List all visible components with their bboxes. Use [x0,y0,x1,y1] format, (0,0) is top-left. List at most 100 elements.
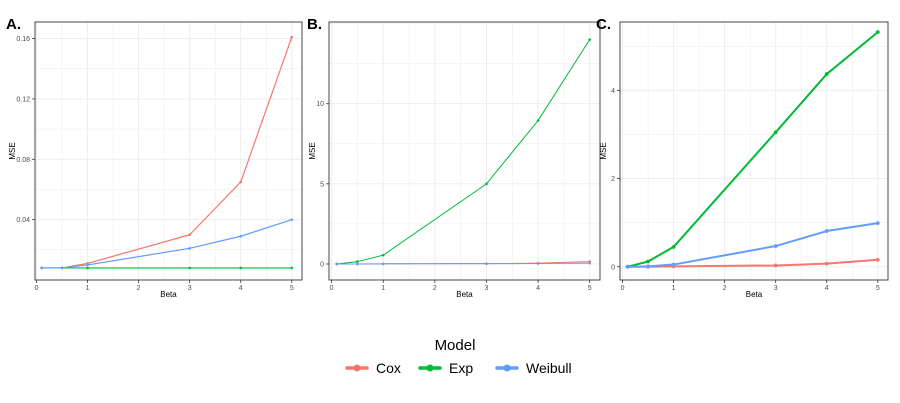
panel-a-y-tick-label: 0.16 [16,36,30,43]
panel-b-series-weibull-line [336,262,591,265]
panel-a-border [34,21,303,281]
legend-title: Model [435,337,476,354]
panel-c-x-tick-label: 1 [672,285,676,292]
panel-c-series-exp-line [626,31,879,268]
panel-b-series-exp-point [381,253,385,257]
legend-item-weibull: Weibull [495,360,572,376]
panel-b-x-tick-label: 3 [484,285,488,292]
panel-c-y-tick-label: 4 [611,88,615,95]
panel-a-series-cox-point [290,35,294,39]
panel-c-series-exp-point [875,30,880,35]
panel-a-series-exp-point [239,266,243,270]
panel-c-series-weibull-line [626,222,879,268]
panel-c-x-axis-title: Beta [746,290,763,299]
panel-b-y-tick-label: 5 [320,181,324,188]
panel-a-series-weibull-point [188,247,191,250]
panel-b-series-weibull-point [335,262,339,266]
panel-a-y-tick-label: 0.08 [16,157,30,164]
legend-key-point-exp [426,364,434,372]
panel-a-series-exp-point [86,266,89,270]
panel-b-series-exp-line [336,39,591,265]
panel-b-series-weibull-point [356,262,359,266]
panel-a-letter: A. [6,16,21,33]
panel-b-x-tick-label: 5 [588,285,592,292]
panel-c-series-exp-point [773,130,778,135]
panel-a: A. 0 1 2 3 4 5 0.04 0.08 0.12 0.16 Beta MSE [6,16,303,299]
panel-a-series-exp-point [188,266,191,270]
legend-label-exp: Exp [449,360,473,376]
panel-b-series-exp-point [588,38,591,41]
legend-label-cox: Cox [376,360,401,376]
legend-item-exp: Exp [418,360,473,376]
panel-b: B. 0 1 2 3 4 5 0 5 10 Beta MSE [307,16,601,299]
panel-a-series-weibull-point [290,218,294,221]
panel-b-x-tick-label: 0 [330,285,334,292]
panel-b-series-weibull-point [536,262,540,265]
panel-b-series-exp-point [356,260,359,263]
legend: Model Cox Exp Weibull [345,337,572,376]
panel-c-border [619,21,889,281]
panel-a-series-weibull-line [41,219,293,269]
panel-a-series-cox-point [239,180,243,184]
legend-key-point-cox [353,364,361,372]
panel-c-series-weibull-point [773,244,778,248]
panel-c-x-tick-label: 4 [825,285,829,292]
panel-b-x-tick-label: 2 [433,285,437,292]
panel-c-series-weibull-point [875,221,880,226]
panel-a-y-tick-label: 0.12 [16,96,30,103]
panel-c-letter: C. [596,16,611,33]
panel-b-plot-background [329,22,600,280]
panel-c-x-tick-label: 3 [774,285,778,292]
panel-c-plot-background [620,22,888,280]
panel-b-border [328,21,601,281]
panel-a-plot-background [35,22,302,280]
panel-b-y-tick-label: 0 [320,261,324,268]
panel-c-x-tick-label: 5 [876,285,880,292]
panel-c-series-exp-point [824,72,829,76]
panel-b-x-tick-label: 4 [536,285,540,292]
panel-a-series-weibull-point [40,266,43,270]
panel-b-y-tick-label: 10 [316,101,324,108]
panel-a-x-tick-label: 5 [290,285,294,292]
panel-c-y-tick-label: 2 [611,176,615,183]
panel-c-series-cox-point [875,257,880,262]
panel-a-y-tick-label: 0.04 [16,217,30,224]
panel-c-series-weibull-point [646,264,650,269]
panel-c-series-weibull-point [671,262,676,267]
panel-b-series-exp-point [485,182,488,186]
panel-a-x-tick-label: 1 [86,285,90,292]
panel-c-series-exp-point [671,245,676,249]
panel-b-series-weibull-point [485,262,488,265]
panel-a-x-tick-label: 2 [137,285,141,292]
panel-c-series-weibull-point [824,229,829,233]
panel-a-series-weibull-point [239,234,243,238]
panel-c-x-tick-label: 0 [621,285,625,292]
legend-key-point-weibull [503,364,511,372]
panel-a-x-tick-label: 4 [239,285,243,292]
panel-b-series-weibull-point [381,262,385,266]
panel-c-y-axis-title: MSE [599,142,608,159]
panel-a-series-weibull-point [86,263,89,267]
panel-a-series-weibull-point [60,266,64,270]
panel-a-series-cox-point [188,233,191,237]
panel-a-x-axis-title: Beta [160,290,177,299]
legend-label-weibull: Weibull [526,360,572,376]
panel-c-y-tick-label: 0 [611,264,615,271]
panel-b-letter: B. [307,16,322,33]
panel-c-x-tick-label: 2 [723,285,727,292]
panel-c: C. 0 1 2 3 4 5 0 2 4 Beta MSE [596,16,889,299]
panel-b-y-axis-title: MSE [308,142,317,159]
panel-b-series-exp-point [536,119,540,122]
panel-b-x-axis-title: Beta [456,290,473,299]
panel-c-series-cox-point [773,263,778,268]
panel-a-series-exp-point [290,266,294,270]
panel-a-x-tick-label: 3 [188,285,192,292]
panel-c-series-weibull-point [625,264,630,269]
panel-b-x-tick-label: 1 [381,285,385,292]
panel-a-x-tick-label: 0 [35,285,39,292]
panel-b-series-weibull-point [588,261,591,265]
panel-c-series-cox-point [824,261,829,266]
legend-item-cox: Cox [345,360,401,376]
panel-c-series-exp-point [646,259,650,264]
